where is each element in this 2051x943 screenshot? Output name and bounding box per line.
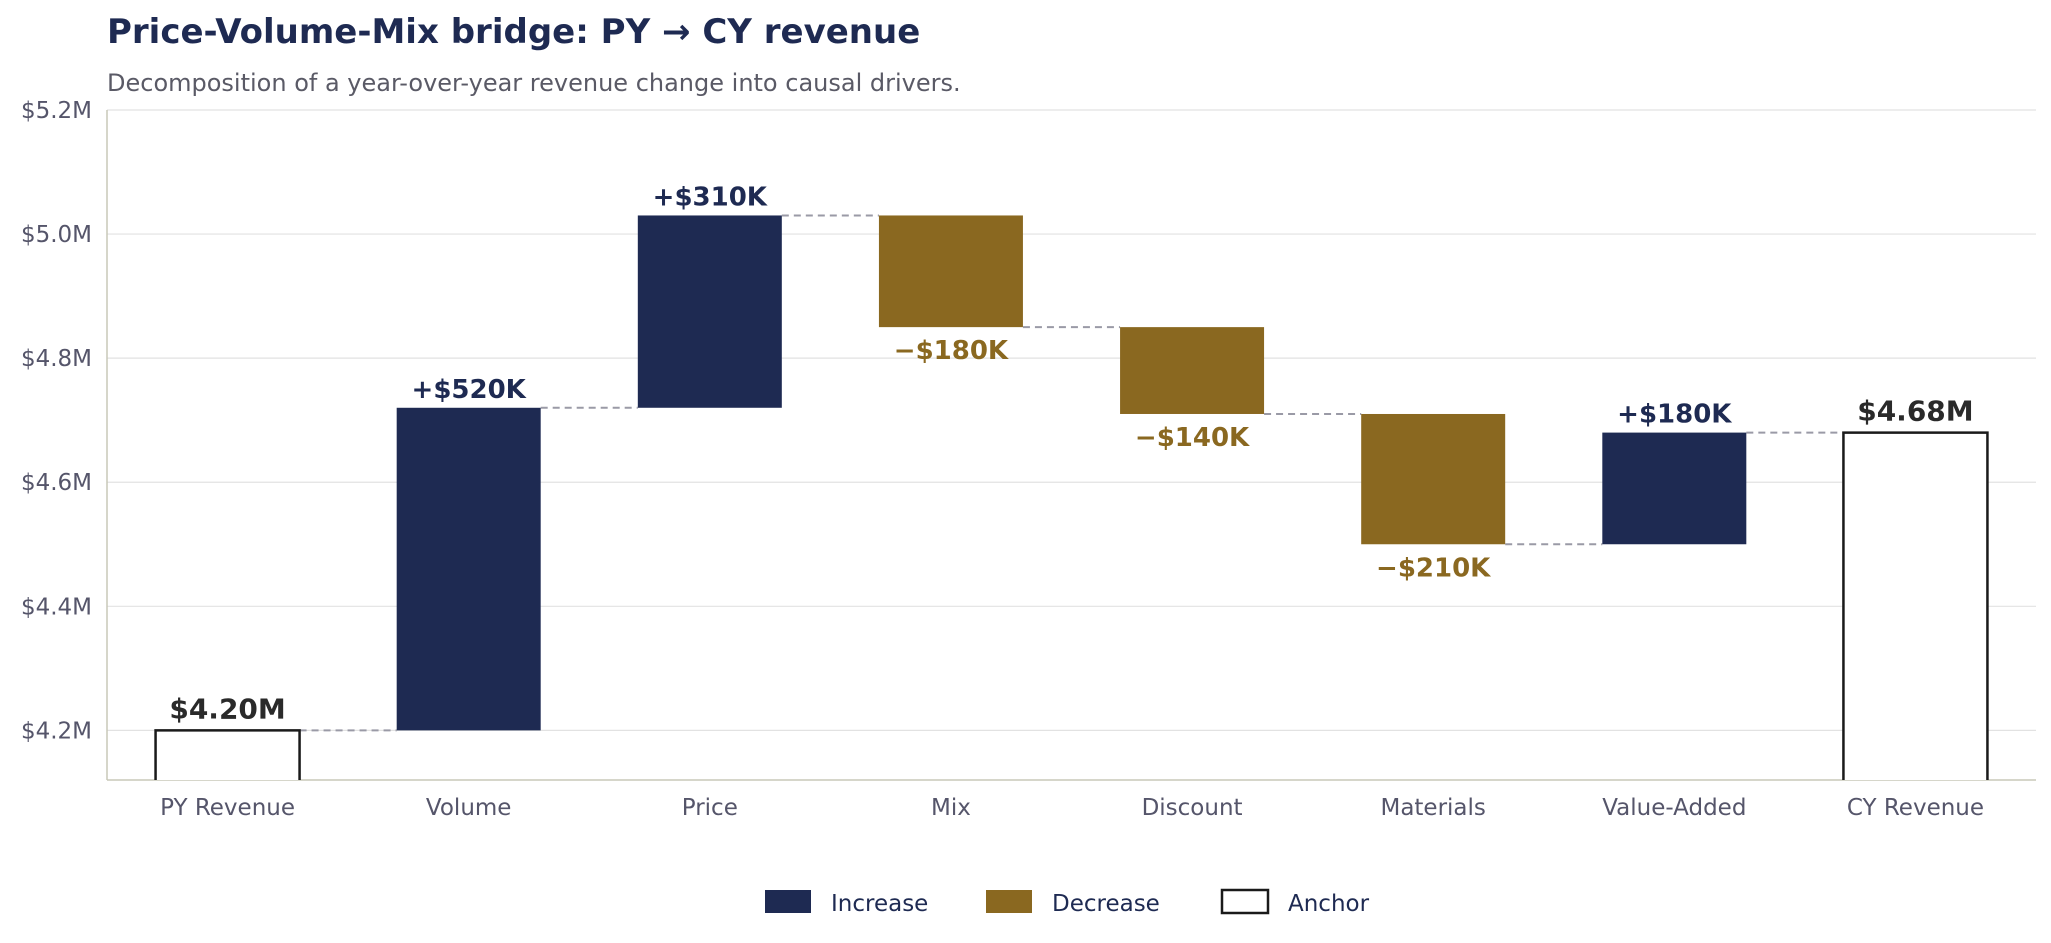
data-label: −$210K <box>1376 553 1491 583</box>
y-tick-labels: $4.2M $4.4M $4.6M $4.8M $5.0M $5.2M <box>21 98 92 744</box>
y-tick-label: $5.0M <box>21 222 92 248</box>
y-tick-label: $4.6M <box>21 470 92 496</box>
data-label: +$310K <box>653 182 768 212</box>
bar-discount <box>1120 327 1265 414</box>
chart-subtitle: Decomposition of a year-over-year revenu… <box>107 69 961 97</box>
y-tick-label: $4.8M <box>21 346 92 372</box>
bar-value-added <box>1602 432 1747 545</box>
legend-label-increase: Increase <box>831 891 928 917</box>
bar-volume <box>396 407 541 731</box>
bar-py-revenue <box>154 729 301 780</box>
gridlines <box>107 109 2036 731</box>
x-tick-label: CY Revenue <box>1847 795 1984 821</box>
data-label: +$520K <box>412 375 527 405</box>
legend-label-anchor: Anchor <box>1288 891 1370 917</box>
chart-title: Price-Volume-Mix bridge: PY → CY revenue <box>107 12 921 52</box>
data-label: +$180K <box>1617 400 1732 430</box>
bar-price <box>637 215 782 408</box>
legend: Increase Decrease Anchor <box>765 888 1370 917</box>
data-label: $4.68M <box>1857 395 1973 428</box>
x-tick-label: PY Revenue <box>160 795 295 821</box>
legend-label-decrease: Decrease <box>1052 891 1160 917</box>
x-tick-label: Materials <box>1380 795 1485 821</box>
bar-mix <box>878 215 1023 328</box>
y-tick-label: $4.4M <box>21 594 92 620</box>
x-tick-label: Mix <box>931 795 971 821</box>
x-tick-labels: PY Revenue Volume Price Mix Discount Material… <box>160 795 1984 821</box>
data-labels: $4.20M +$520K +$310K −$180K −$140K −$210K +$18… <box>169 182 1973 725</box>
connectors <box>299 214 1844 732</box>
x-tick-label: Discount <box>1142 795 1243 821</box>
x-tick-label: Volume <box>426 795 512 821</box>
x-tick-label: Value-Added <box>1602 795 1746 821</box>
legend-swatch-anchor <box>1220 888 1270 915</box>
bars <box>154 215 1989 780</box>
data-label: $4.20M <box>169 692 285 725</box>
legend-swatch-decrease <box>986 890 1032 913</box>
bar-materials <box>1361 413 1506 545</box>
data-label: −$180K <box>894 336 1009 366</box>
bar-cy-revenue <box>1842 431 1989 780</box>
data-label: −$140K <box>1135 423 1250 453</box>
legend-swatch-increase <box>765 890 811 913</box>
x-tick-label: Price <box>682 795 738 821</box>
y-tick-label: $5.2M <box>21 98 92 124</box>
axes <box>106 110 2036 781</box>
y-tick-label: $4.2M <box>21 718 92 744</box>
